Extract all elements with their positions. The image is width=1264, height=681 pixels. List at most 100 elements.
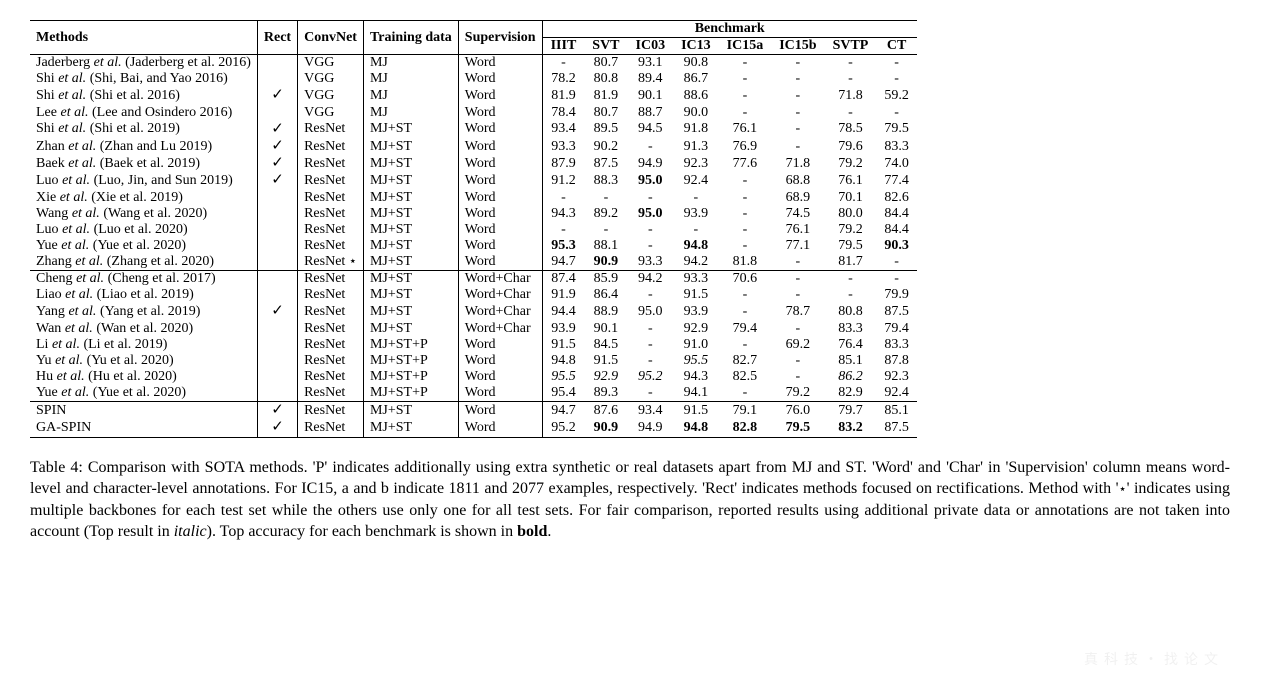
col-ic15a: IC15a (719, 38, 772, 55)
cell-training: MJ+ST+P (363, 369, 458, 385)
cell-value: - (771, 369, 824, 385)
cell-value: - (719, 238, 772, 254)
cell-supervision: Word (458, 353, 542, 369)
cell-value: - (771, 121, 824, 138)
cell-method: Zhang et al. (Zhang et al. 2020) (30, 254, 257, 271)
col-iiit: IIIT (542, 38, 584, 55)
cell-convnet: ResNet (298, 190, 364, 206)
cell-method: Jaderberg et al. (Jaderberg et al. 2016) (30, 55, 257, 72)
cell-value: 94.1 (673, 385, 719, 402)
cell-value: 69.2 (771, 337, 824, 353)
cell-method: Zhan et al. (Zhan and Lu 2019) (30, 138, 257, 155)
cell-value: 76.1 (825, 172, 877, 189)
cell-value: 95.0 (628, 172, 674, 189)
cell-value: 59.2 (876, 87, 917, 104)
cell-value: 90.3 (876, 238, 917, 254)
cell-value: 79.9 (876, 287, 917, 303)
cell-value: - (542, 55, 584, 72)
cell-value: 95.2 (628, 369, 674, 385)
cell-rect (257, 206, 297, 222)
cell-value: - (628, 190, 674, 206)
cell-method: Xie et al. (Xie et al. 2019) (30, 190, 257, 206)
table-row: Cheng et al. (Cheng et al. 2017)ResNetMJ… (30, 271, 917, 288)
cell-value: 95.3 (542, 238, 584, 254)
cell-rect (257, 254, 297, 271)
cell-convnet: ResNet ⋆ (298, 254, 364, 271)
cell-value: 85.1 (825, 353, 877, 369)
cell-supervision: Word (458, 87, 542, 104)
cell-value: - (628, 337, 674, 353)
cell-value: 78.5 (825, 121, 877, 138)
cell-value: 91.5 (673, 402, 719, 420)
cell-value: 93.3 (673, 271, 719, 288)
cell-value: 79.5 (771, 419, 824, 437)
cell-value: 68.8 (771, 172, 824, 189)
cell-convnet: ResNet (298, 138, 364, 155)
cell-value: 94.3 (673, 369, 719, 385)
cell-value: - (876, 71, 917, 87)
cell-value: 82.8 (719, 419, 772, 437)
cell-value: 94.7 (542, 254, 584, 271)
cell-value: - (628, 222, 674, 238)
table-row: GA-SPIN✓ResNetMJ+STWord95.290.994.994.88… (30, 419, 917, 437)
cell-value: 93.4 (542, 121, 584, 138)
cell-value: - (542, 190, 584, 206)
cell-value: - (771, 87, 824, 104)
cell-rect (257, 321, 297, 337)
cell-value: 81.7 (825, 254, 877, 271)
cell-value: 87.4 (542, 271, 584, 288)
table-row: Zhang et al. (Zhang et al. 2020) ResNet ⋆… (30, 254, 917, 271)
cell-value: 90.0 (673, 105, 719, 121)
cell-rect (257, 385, 297, 402)
table-row: Li et al. (Li et al. 2019)ResNetMJ+ST+PW… (30, 337, 917, 353)
cell-value: - (628, 321, 674, 337)
cell-training: MJ (363, 55, 458, 72)
cell-value: 71.8 (771, 155, 824, 172)
cell-value: 83.3 (876, 337, 917, 353)
cell-rect: ✓ (257, 155, 297, 172)
cell-supervision: Word (458, 337, 542, 353)
caption-bold: bold (517, 523, 547, 540)
cell-value: 86.7 (673, 71, 719, 87)
cell-supervision: Word+Char (458, 287, 542, 303)
cell-value: - (876, 254, 917, 271)
cell-training: MJ+ST (363, 271, 458, 288)
cell-value: 88.7 (628, 105, 674, 121)
cell-value: 93.4 (628, 402, 674, 420)
cell-value: 89.5 (584, 121, 627, 138)
cell-method: Liao et al. (Liao et al. 2019) (30, 287, 257, 303)
cell-value: 92.3 (673, 155, 719, 172)
cell-value: - (584, 190, 627, 206)
cell-rect: ✓ (257, 121, 297, 138)
cell-value: 94.2 (628, 271, 674, 288)
cell-value: - (771, 254, 824, 271)
cell-method: Wan et al. (Wan et al. 2020) (30, 321, 257, 337)
cell-value: 91.2 (542, 172, 584, 189)
cell-value: 74.0 (876, 155, 917, 172)
cell-supervision: Word (458, 138, 542, 155)
cell-value: 95.0 (628, 206, 674, 222)
cell-value: - (876, 271, 917, 288)
cell-value: 94.8 (673, 419, 719, 437)
cell-value: 94.9 (628, 155, 674, 172)
cell-training: MJ (363, 87, 458, 104)
cell-value: 80.8 (584, 71, 627, 87)
cell-value: 92.4 (673, 172, 719, 189)
cell-value: 93.9 (542, 321, 584, 337)
cell-convnet: ResNet (298, 385, 364, 402)
cell-convnet: ResNet (298, 337, 364, 353)
cell-method: Yue et al. (Yue et al. 2020) (30, 238, 257, 254)
col-svt: SVT (584, 38, 627, 55)
table-row: Jaderberg et al. (Jaderberg et al. 2016)… (30, 55, 917, 72)
cell-value: 94.5 (628, 121, 674, 138)
cell-training: MJ+ST (363, 402, 458, 420)
cell-value: 91.0 (673, 337, 719, 353)
cell-value: 79.2 (771, 385, 824, 402)
cell-value: 82.5 (719, 369, 772, 385)
cell-value: - (719, 172, 772, 189)
cell-supervision: Word (458, 206, 542, 222)
cell-value: - (628, 238, 674, 254)
cell-rect (257, 369, 297, 385)
cell-convnet: ResNet (298, 238, 364, 254)
cell-convnet: ResNet (298, 121, 364, 138)
